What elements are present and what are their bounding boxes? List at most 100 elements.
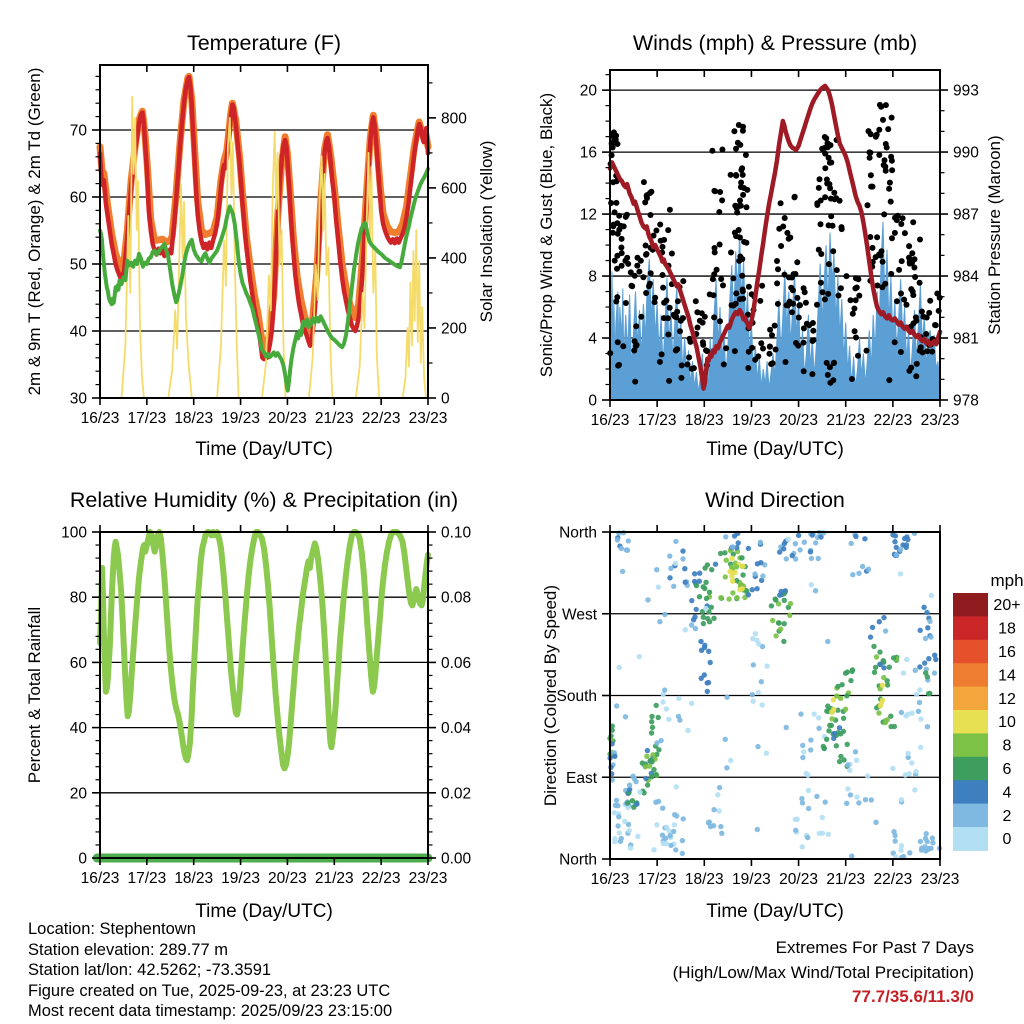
- y-tick-label-left: 0: [78, 851, 87, 868]
- wind-direction-dot: [706, 819, 712, 825]
- wind-direction-dot: [805, 805, 812, 812]
- wind-direction-dot: [820, 743, 826, 750]
- x-tick-label: 19/23: [732, 412, 771, 429]
- wind-direction-dot: [926, 656, 932, 662]
- gust-dot: [701, 313, 708, 320]
- wind-direction-dot: [798, 711, 804, 717]
- wind-direction-dot: [735, 540, 741, 546]
- colorbar-label: 12: [998, 691, 1016, 708]
- wind-direction-dot: [917, 838, 924, 845]
- wind-direction-dot: [928, 592, 934, 599]
- wind-direction-dot: [777, 592, 783, 598]
- colorbar-segment: [953, 756, 988, 781]
- gust-dot: [659, 243, 666, 250]
- wind-direction-dot: [838, 753, 844, 760]
- wind-direction-dot: [749, 692, 755, 698]
- gust-dot: [609, 229, 616, 236]
- gust-dot: [898, 290, 904, 297]
- winds-title: Winds (mph) & Pressure (mb): [633, 31, 917, 55]
- colorbar-segment: [953, 663, 988, 688]
- wind-direction-dot: [612, 753, 618, 759]
- x-tick-label: 22/23: [362, 870, 401, 887]
- y-tick-label-right: 981: [953, 331, 979, 348]
- wind-direction-dot: [886, 664, 892, 670]
- wind-direction-dot: [728, 569, 734, 576]
- wind-direction-dot: [770, 617, 776, 624]
- wind-direction-dot: [711, 807, 717, 813]
- gust-dot: [851, 328, 858, 335]
- series-pressure: [607, 83, 943, 391]
- y-tick-label-right: 978: [953, 393, 979, 410]
- wind-direction-dot: [882, 628, 889, 634]
- wind-direction-dot: [877, 649, 883, 655]
- station-location: Location: Stephentown: [28, 920, 196, 938]
- wind-direction-dot: [755, 743, 761, 750]
- wind-direction-dot: [847, 767, 853, 773]
- wind-direction-dot: [826, 728, 832, 734]
- wind-direction-dot: [733, 564, 740, 570]
- wind-direction-dot: [663, 706, 669, 712]
- y-tick-label-right: 400: [441, 250, 467, 267]
- wind-direction-dot: [805, 772, 811, 778]
- gust-dot: [666, 304, 673, 311]
- wind-direction-dot: [702, 565, 708, 571]
- gust-dot: [659, 272, 666, 278]
- gust-dot: [651, 299, 658, 306]
- gust-dot: [620, 223, 627, 230]
- wind-direction-dot: [918, 716, 924, 722]
- wind-direction-dot: [799, 795, 805, 802]
- wind-direction-dot: [881, 674, 887, 681]
- wind-direction-dot: [668, 842, 674, 849]
- wind-direction-dot: [865, 566, 872, 572]
- gust-dot: [882, 163, 889, 170]
- gust-dot: [740, 123, 746, 130]
- wind-direction-dot: [711, 615, 717, 621]
- wind-direction-dot: [853, 757, 860, 763]
- wind-direction-dot: [909, 710, 915, 716]
- wind-direction-dot: [890, 765, 896, 772]
- wind-direction-dot: [836, 758, 843, 765]
- gust-dot: [897, 349, 904, 355]
- wind-direction-dot: [763, 750, 770, 756]
- gust-dot: [824, 140, 831, 147]
- gust-dot: [674, 298, 681, 305]
- gust-dot: [825, 290, 832, 297]
- gust-dot: [733, 290, 740, 297]
- wind-direction-dot: [646, 763, 653, 769]
- y-tick-label-right: 0.06: [441, 655, 471, 672]
- gust-dot: [663, 297, 670, 304]
- gust-dot: [781, 271, 788, 278]
- wind-direction-dot: [671, 828, 677, 835]
- wind-direction-dot: [693, 582, 700, 589]
- wind-direction-dot: [792, 541, 799, 547]
- gust-dot: [785, 235, 792, 242]
- gust-dot: [908, 364, 915, 371]
- gust-dot: [867, 131, 874, 138]
- gust-dot: [745, 348, 752, 355]
- gust-dot: [822, 144, 828, 151]
- colorbar-segment: [953, 827, 988, 851]
- gust-dot: [886, 179, 893, 186]
- wind-direction-dot: [676, 695, 682, 702]
- wind-direction-dot: [805, 787, 812, 794]
- gust-dot: [855, 352, 861, 359]
- y-tick-label-left: 8: [588, 269, 597, 286]
- wind-direction-dot: [840, 715, 847, 721]
- gust-dot: [814, 301, 820, 308]
- gust-dot: [838, 226, 845, 233]
- colorbar-segment: [953, 780, 988, 805]
- winds-xlabel: Time (Day/UTC): [706, 439, 844, 460]
- wind-direction-dot: [871, 669, 878, 675]
- x-tick-label: 17/23: [127, 870, 166, 887]
- y-tick-label-left: 12: [580, 207, 597, 224]
- gust-dot: [625, 260, 632, 267]
- wind-direction-dot: [839, 682, 845, 688]
- wind-direction-dot: [909, 760, 915, 766]
- wind-direction-dot: [729, 578, 736, 584]
- wind-direction-dot: [625, 804, 631, 811]
- wind-direction-dot: [759, 702, 765, 708]
- gust-dot: [733, 145, 739, 152]
- wind-direction-dot: [923, 831, 929, 837]
- x-tick-label: 18/23: [174, 410, 213, 427]
- wind-direction-dot: [749, 587, 755, 593]
